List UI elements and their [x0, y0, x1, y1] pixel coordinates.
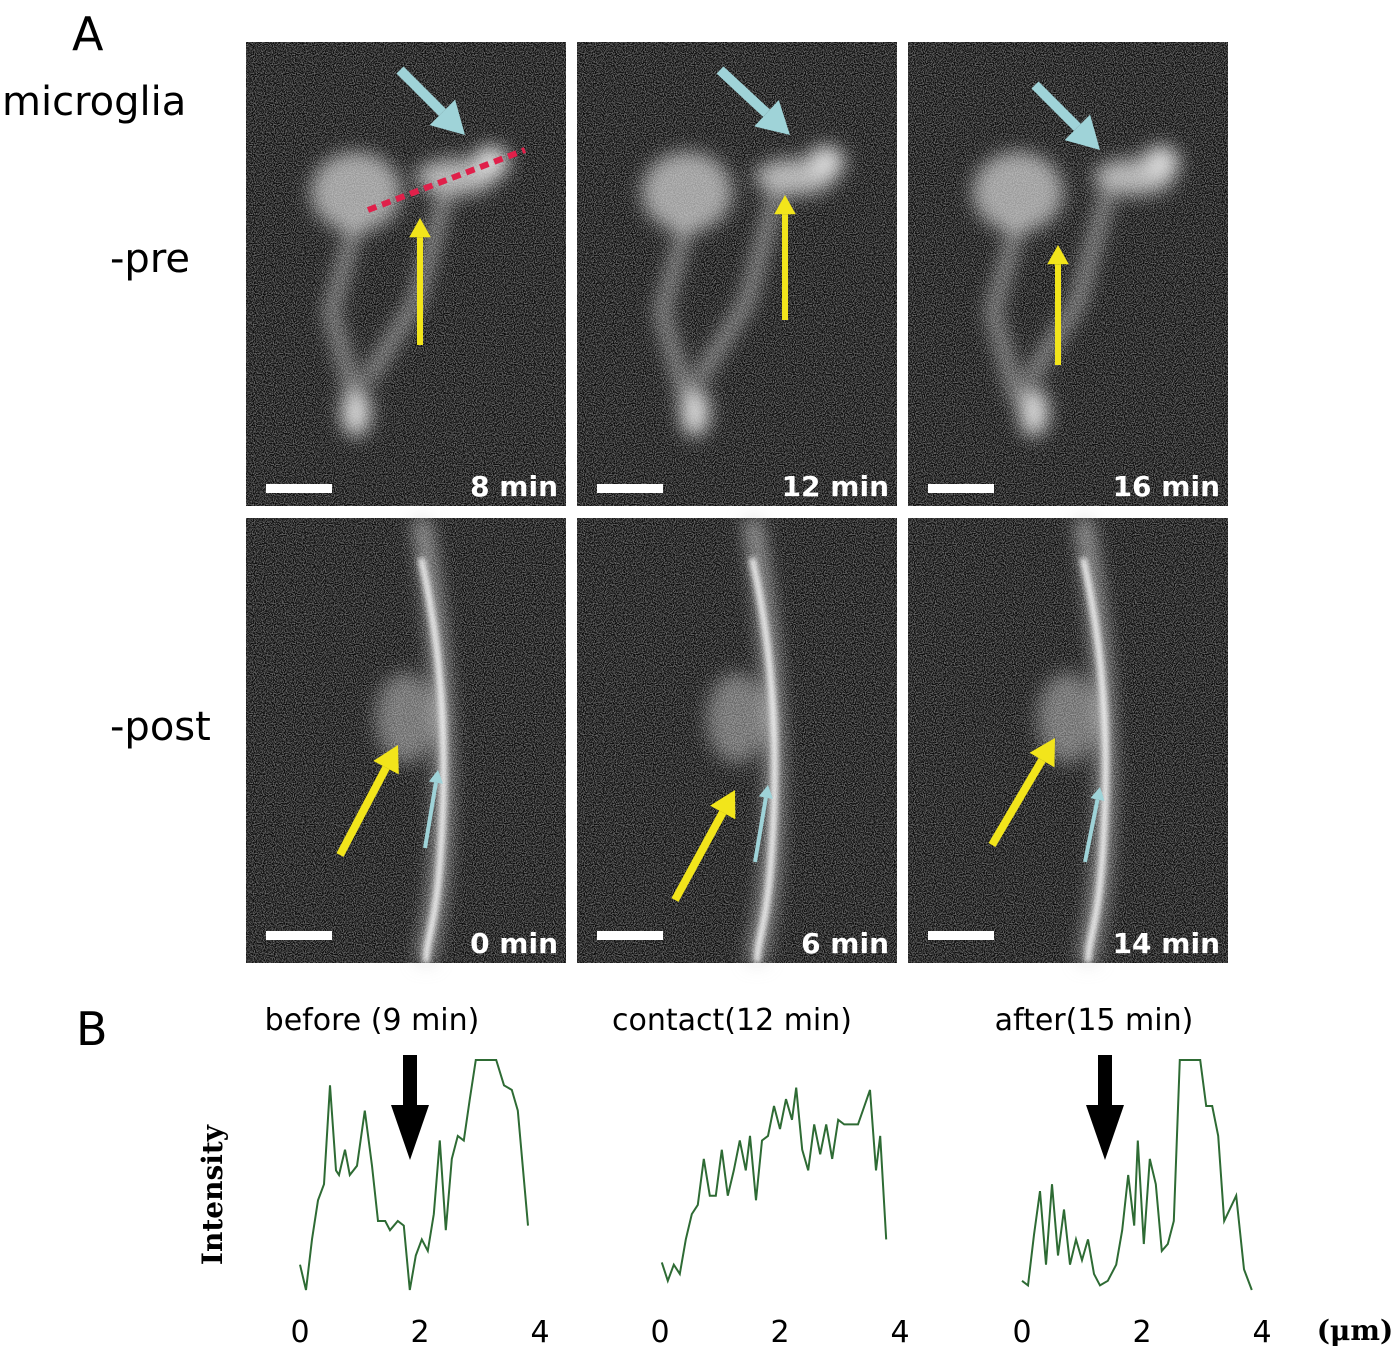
micrograph: 0 min — [246, 516, 566, 964]
x-tick-label: 4 — [1252, 1315, 1271, 1350]
process — [324, 190, 452, 404]
annotation-arrow — [391, 1105, 429, 1160]
scale-bar — [928, 484, 994, 493]
arrow-head — [429, 99, 465, 135]
dendrite-core — [1080, 557, 1109, 964]
arrow-shaft — [716, 66, 770, 117]
arrow-shaft — [988, 758, 1046, 848]
micrographs: 8 min 0 min 12 min 6 min 16 min 14 min — [246, 42, 1228, 964]
arrow-shaft — [1083, 799, 1100, 863]
process — [807, 145, 845, 179]
row-label: -post — [110, 704, 211, 750]
process — [641, 151, 733, 233]
process — [655, 190, 783, 404]
arrow-head — [1047, 245, 1069, 265]
x-tick-label: 0 — [290, 1315, 309, 1350]
scale-bar — [928, 931, 994, 940]
chart: contact(12 min) 0 2 4 — [612, 1003, 910, 1350]
y-axis-label: Intensity — [196, 1124, 229, 1265]
image-bg — [577, 42, 897, 506]
profile-line — [299, 1059, 529, 1291]
time-label: 0 min — [470, 927, 558, 960]
x-tick-label: 2 — [1132, 1315, 1151, 1350]
x-tick-label: 4 — [530, 1315, 549, 1350]
time-label: 12 min — [782, 470, 889, 503]
dendrite-core — [418, 557, 447, 964]
x-tick-label: 2 — [770, 1315, 789, 1350]
scale-bar — [597, 931, 663, 940]
process — [1142, 145, 1180, 179]
cell-signal — [972, 145, 1180, 437]
micrograph: 12 min — [577, 42, 897, 506]
cell-signal — [310, 145, 510, 437]
scale-bar — [266, 931, 332, 940]
x-tick-label: 0 — [1012, 1315, 1031, 1350]
panel-label: B — [76, 1002, 108, 1056]
arrow-shaft — [396, 66, 446, 116]
arrow-head — [774, 195, 796, 215]
arrow-shaft — [336, 765, 390, 857]
row-label: -pre — [110, 236, 190, 282]
arrow-shaft — [753, 797, 768, 863]
chart: before (9 min) Intensity 0 2 4 — [196, 1003, 550, 1350]
arrow-head — [428, 770, 443, 784]
cell-signal — [641, 145, 845, 437]
arrow-head — [373, 745, 399, 775]
chart: after(15 min) (μm) 0 2 4 — [995, 1003, 1394, 1350]
profile-line — [1021, 1059, 1253, 1291]
process — [972, 151, 1064, 233]
arrow-head — [710, 790, 736, 820]
arrow-shaft — [1031, 81, 1081, 131]
chart-title: before (9 min) — [265, 1003, 480, 1038]
annotation-arrow — [1098, 1055, 1112, 1107]
arrow-head — [1090, 787, 1105, 801]
x-tick-label: 0 — [650, 1315, 669, 1350]
micrograph: 14 min — [908, 516, 1228, 964]
process — [375, 672, 437, 764]
x-axis-label: (μm) — [1317, 1314, 1394, 1347]
time-label: 14 min — [1113, 927, 1220, 960]
annotation-arrow — [403, 1055, 417, 1107]
micrograph: 8 min — [246, 42, 566, 506]
image-bg — [246, 42, 566, 506]
arrow-head — [754, 100, 790, 135]
micrograph: 16 min — [908, 42, 1228, 506]
arrow-head — [758, 785, 773, 799]
time-label: 16 min — [1113, 470, 1220, 503]
profile-line — [366, 147, 527, 213]
process — [310, 151, 402, 233]
arrow-head — [1064, 114, 1100, 150]
x-tick-label: 2 — [410, 1315, 429, 1350]
process — [706, 672, 768, 764]
arrow-shaft — [423, 782, 438, 849]
process — [986, 190, 1114, 404]
profile-line — [660, 1087, 888, 1284]
annotation-arrow — [1086, 1105, 1124, 1160]
time-label: 6 min — [801, 927, 889, 960]
arrow-head — [1029, 738, 1055, 768]
soma — [1019, 387, 1049, 437]
arrow-shaft — [671, 810, 727, 902]
x-tick-label: 4 — [890, 1315, 909, 1350]
scale-bar — [597, 484, 663, 493]
chart-title: after(15 min) — [995, 1003, 1194, 1038]
panel-label: A — [72, 7, 104, 61]
arrow-head — [409, 218, 431, 238]
time-label: 8 min — [470, 470, 558, 503]
chart-title: contact(12 min) — [612, 1003, 852, 1038]
row-label: microglia — [2, 79, 186, 125]
scale-bar — [266, 484, 332, 493]
dendrite-core — [749, 557, 778, 964]
process — [472, 145, 510, 179]
micrograph: 6 min — [577, 516, 897, 964]
